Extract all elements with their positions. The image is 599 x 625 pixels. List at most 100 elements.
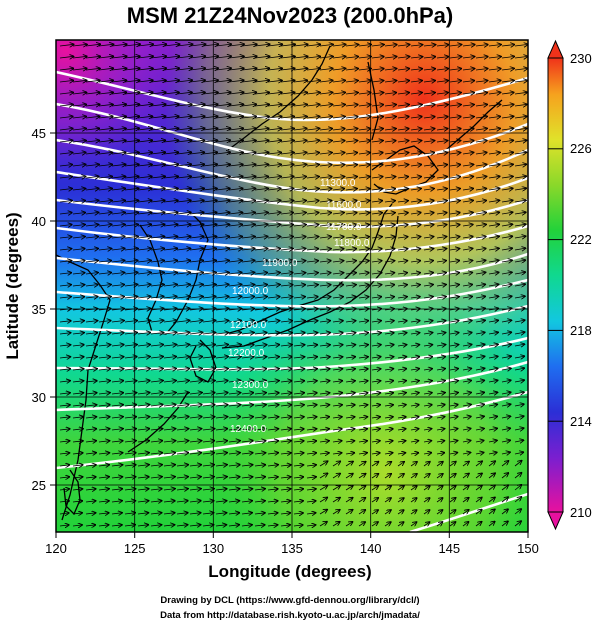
- wind-vector: [228, 333, 242, 335]
- wind-vector: [150, 224, 165, 226]
- wind-vector: [137, 272, 151, 274]
- wind-vector: [215, 80, 231, 82]
- wind-vector: [293, 56, 308, 58]
- wind-vector: [228, 321, 242, 323]
- wind-vector: [358, 297, 369, 298]
- wind-vector: [254, 285, 268, 287]
- wind-vector: [488, 140, 500, 142]
- wind-vector: [371, 237, 382, 238]
- colorbar-tick-label: 210: [570, 505, 592, 520]
- wind-vector: [436, 273, 447, 275]
- wind-vector: [306, 177, 319, 179]
- wind-vector: [98, 200, 112, 202]
- wind-vector: [254, 176, 269, 178]
- wind-vector: [202, 272, 216, 274]
- wind-vector: [358, 81, 371, 83]
- wind-vector: [241, 116, 257, 118]
- wind-vector: [475, 57, 488, 59]
- wind-vector: [59, 189, 73, 191]
- wind-vector: [332, 213, 344, 215]
- wind-vector: [59, 261, 72, 262]
- wind-vector: [215, 68, 231, 70]
- wind-vector: [111, 212, 125, 214]
- wind-vector: [215, 128, 231, 130]
- wind-vector: [358, 93, 371, 95]
- wind-vector: [228, 296, 242, 298]
- wind-vector: [319, 104, 333, 106]
- wind-vector: [59, 44, 74, 46]
- wind-vector: [423, 165, 435, 167]
- wind-vector: [345, 273, 357, 274]
- wind-vector: [137, 140, 153, 142]
- wind-vector: [449, 285, 460, 287]
- wind-vector: [384, 321, 394, 322]
- wind-vector: [254, 44, 270, 46]
- wind-vector: [85, 225, 99, 227]
- wind-vector: [462, 188, 474, 190]
- wind-vector: [124, 212, 139, 214]
- wind-vector: [475, 152, 487, 154]
- wind-vector: [306, 273, 318, 274]
- wind-vector: [98, 152, 113, 154]
- wind-vector: [358, 189, 370, 191]
- wind-vector: [319, 116, 333, 118]
- wind-vector: [150, 345, 164, 347]
- wind-vector: [410, 93, 422, 95]
- wind-vector: [397, 213, 408, 214]
- wind-vector: [410, 105, 422, 107]
- wind-vector: [72, 68, 87, 70]
- wind-vector: [267, 261, 281, 263]
- wind-vector: [267, 237, 281, 239]
- wind-vector: [215, 333, 229, 335]
- wind-vector: [241, 44, 257, 46]
- wind-vector: [501, 152, 514, 154]
- wind-vector: [163, 116, 179, 118]
- x-tick-label: 145: [438, 541, 460, 556]
- wind-vector: [371, 273, 382, 274]
- wind-vector: [124, 297, 138, 299]
- wind-vector: [345, 201, 357, 203]
- wind-vector: [345, 45, 359, 47]
- wind-vector: [371, 201, 383, 202]
- wind-vector: [449, 153, 461, 155]
- wind-vector: [384, 165, 396, 167]
- wind-vector: [137, 321, 151, 323]
- wind-vector: [319, 225, 332, 227]
- wind-vector: [228, 140, 244, 142]
- wind-vector: [85, 249, 99, 251]
- wind-vector: [137, 248, 152, 250]
- wind-vector: [462, 260, 473, 262]
- wind-vector: [475, 248, 486, 250]
- wind-vector: [332, 333, 343, 334]
- wind-vector: [98, 176, 113, 178]
- wind-vector: [475, 272, 486, 274]
- wind-vector: [306, 201, 319, 203]
- wind-vector: [371, 141, 383, 143]
- wind-vector: [254, 297, 267, 299]
- wind-vector: [202, 92, 218, 94]
- wind-vector: [280, 225, 294, 227]
- wind-vector: [488, 284, 499, 286]
- wind-vector: [345, 261, 357, 262]
- wind-vector: [241, 176, 256, 178]
- wind-vector: [98, 285, 111, 287]
- wind-vector: [449, 297, 459, 299]
- wind-vector: [228, 200, 243, 202]
- wind-vector: [293, 285, 306, 286]
- wind-vector: [111, 128, 126, 130]
- wind-vector: [410, 81, 423, 83]
- wind-vector: [72, 237, 85, 239]
- wind-vector: [488, 224, 500, 226]
- wind-vector: [241, 236, 255, 238]
- wind-vector: [189, 104, 205, 106]
- wind-vector: [436, 129, 448, 131]
- wind-vector: [111, 140, 126, 142]
- wind-vector: [254, 200, 268, 202]
- wind-vector: [319, 153, 332, 155]
- wind-vector: [436, 57, 449, 58]
- wind-vector: [254, 56, 270, 58]
- wind-vector: [215, 200, 230, 202]
- wind-vector: [72, 273, 85, 274]
- wind-vector: [189, 56, 206, 58]
- wind-vector: [137, 188, 152, 190]
